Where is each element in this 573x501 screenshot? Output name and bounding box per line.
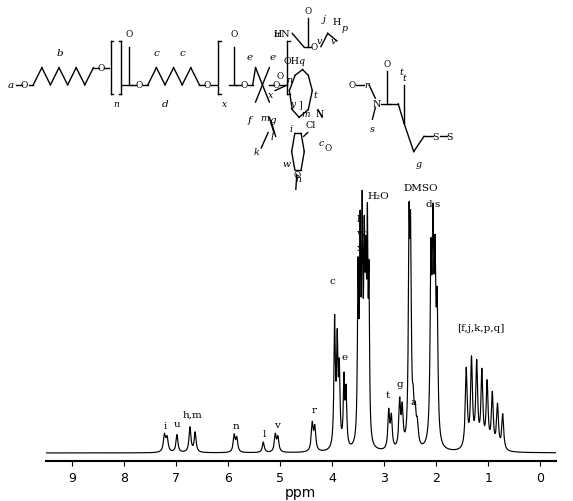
Text: O: O xyxy=(293,171,300,180)
Text: j: j xyxy=(322,15,325,24)
Text: h: h xyxy=(296,174,302,183)
Text: H: H xyxy=(333,19,341,28)
Text: b,: b, xyxy=(357,214,367,223)
Text: O: O xyxy=(136,81,143,90)
Text: O: O xyxy=(349,81,356,90)
Text: d: d xyxy=(162,100,168,109)
Text: r: r xyxy=(311,405,316,414)
Text: O: O xyxy=(324,144,331,153)
X-axis label: ppm: ppm xyxy=(285,485,316,499)
Text: c: c xyxy=(318,138,324,147)
Text: O: O xyxy=(97,64,104,73)
Text: e: e xyxy=(247,53,253,62)
Text: q: q xyxy=(299,57,304,66)
Text: O: O xyxy=(21,81,28,90)
Text: H₂O: H₂O xyxy=(368,192,390,201)
Text: a: a xyxy=(7,81,13,90)
Text: v: v xyxy=(317,38,323,47)
Text: O: O xyxy=(273,81,280,90)
Text: N: N xyxy=(373,100,381,109)
Text: v: v xyxy=(274,420,280,429)
Text: k: k xyxy=(254,148,260,157)
Text: c: c xyxy=(154,49,159,58)
Text: O: O xyxy=(311,43,317,52)
Text: u: u xyxy=(273,30,279,39)
Text: t: t xyxy=(399,68,403,77)
Text: g: g xyxy=(397,379,403,388)
Text: r: r xyxy=(364,81,369,90)
Text: y: y xyxy=(291,100,295,109)
Text: n: n xyxy=(233,421,239,430)
Text: x: x xyxy=(293,193,299,202)
Text: O: O xyxy=(276,72,283,81)
Text: O: O xyxy=(230,30,237,39)
Text: e: e xyxy=(342,352,348,361)
Text: i: i xyxy=(164,421,167,430)
Text: e: e xyxy=(270,53,276,62)
Text: N: N xyxy=(316,110,324,119)
Text: S: S xyxy=(446,133,453,142)
Text: m: m xyxy=(301,110,309,119)
Text: x: x xyxy=(268,91,273,100)
Text: O: O xyxy=(204,81,211,90)
Text: l: l xyxy=(270,133,274,142)
Text: v: v xyxy=(331,38,336,47)
Text: x: x xyxy=(222,100,226,109)
Text: t: t xyxy=(313,91,317,100)
Text: ]: ] xyxy=(298,100,301,109)
Text: m: m xyxy=(260,114,269,123)
Text: h,m: h,m xyxy=(183,410,202,419)
Text: g: g xyxy=(269,115,276,124)
Text: b: b xyxy=(57,49,64,58)
Text: n: n xyxy=(286,76,292,85)
Text: OH: OH xyxy=(283,57,299,66)
Text: O: O xyxy=(383,60,390,69)
Text: g: g xyxy=(415,159,421,168)
Text: a: a xyxy=(410,397,417,406)
Text: S: S xyxy=(432,133,439,142)
Text: t: t xyxy=(402,74,406,83)
Text: DMSO: DMSO xyxy=(403,184,438,193)
Text: d,s: d,s xyxy=(425,199,441,208)
Text: x: x xyxy=(357,243,363,252)
Text: w: w xyxy=(357,228,366,237)
Text: l: l xyxy=(262,429,266,438)
Text: O: O xyxy=(241,81,248,90)
Text: n: n xyxy=(113,100,119,109)
Text: O: O xyxy=(305,7,312,16)
Text: u: u xyxy=(174,419,181,428)
Text: t: t xyxy=(386,390,390,399)
Text: i: i xyxy=(289,125,293,134)
Text: c: c xyxy=(179,49,185,58)
Text: s: s xyxy=(370,125,375,134)
Text: [f,j,k,p,q]: [f,j,k,p,q] xyxy=(457,323,504,332)
Text: p: p xyxy=(342,24,348,33)
Text: w: w xyxy=(282,159,291,168)
Text: f: f xyxy=(248,115,252,124)
Text: O: O xyxy=(125,30,132,39)
Text: HN: HN xyxy=(273,30,291,39)
Text: c: c xyxy=(330,276,336,285)
Text: Cl: Cl xyxy=(305,121,316,130)
